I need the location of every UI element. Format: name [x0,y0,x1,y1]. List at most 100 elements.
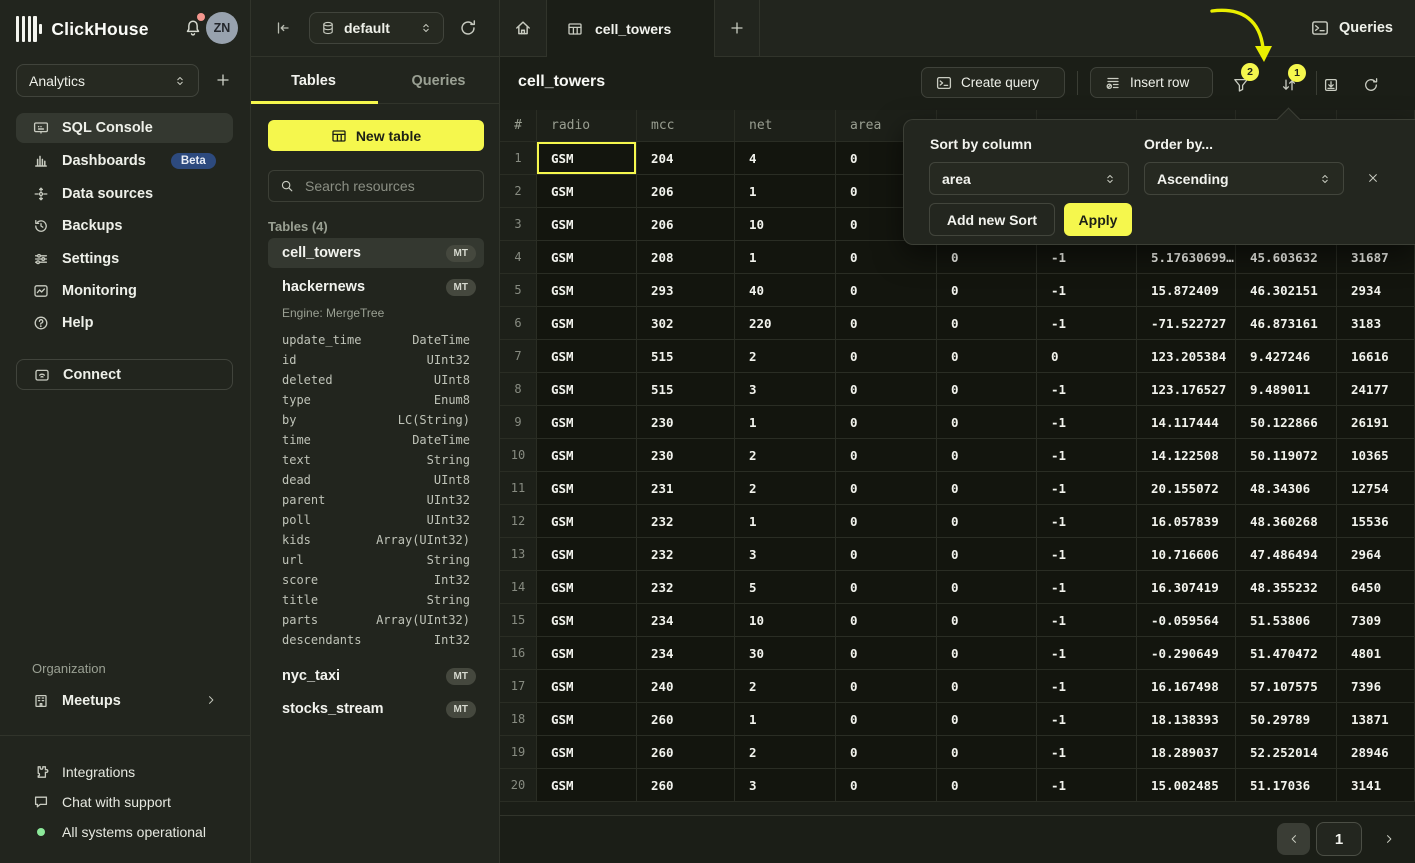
data-cell[interactable]: 1 [735,703,836,736]
sidebar-item-monitoring[interactable]: Monitoring [16,276,233,306]
tab-queries[interactable]: Queries [411,72,466,89]
grid-header-cell[interactable]: radio [537,110,637,142]
table-item-stocks-stream[interactable]: stocks_stream MT [268,694,484,724]
data-cell[interactable]: 57.107575 [1236,670,1337,703]
data-cell[interactable]: 0 [937,439,1037,472]
data-cell[interactable]: 0 [937,769,1037,802]
data-cell[interactable]: -1 [1037,670,1137,703]
data-cell[interactable]: 30 [735,637,836,670]
download-button[interactable] [1318,72,1344,98]
remove-sort-button[interactable] [1362,167,1384,189]
data-cell[interactable]: GSM [537,736,637,769]
data-cell[interactable]: 50.29789 [1236,703,1337,736]
data-cell[interactable]: 3141 [1337,769,1415,802]
data-cell[interactable]: 14.122508 [1137,439,1236,472]
data-cell[interactable]: 50.122866 [1236,406,1337,439]
data-cell[interactable]: 10 [735,604,836,637]
data-cell[interactable]: 40 [735,274,836,307]
data-cell[interactable]: GSM [537,571,637,604]
sidebar-item-sql-console[interactable]: SQL Console [16,113,233,143]
data-cell[interactable]: 18.138393 [1137,703,1236,736]
data-cell[interactable]: 0 [836,769,937,802]
data-cell[interactable]: 231 [637,472,735,505]
notifications-bell-icon[interactable] [184,19,202,37]
avatar[interactable]: ZN [206,12,238,44]
next-page-button[interactable] [1377,827,1401,851]
data-cell[interactable]: 16.057839 [1137,505,1236,538]
data-cell[interactable]: GSM [537,769,637,802]
data-cell[interactable]: 0 [1037,340,1137,373]
data-cell[interactable]: GSM [537,637,637,670]
table-item-cell-towers[interactable]: cell_towers MT [268,238,484,268]
data-cell[interactable]: -1 [1037,406,1137,439]
data-cell[interactable]: 0 [937,736,1037,769]
data-cell[interactable]: 0 [937,241,1037,274]
apply-sort-button[interactable]: Apply [1064,203,1132,236]
data-cell[interactable]: 3183 [1337,307,1415,340]
database-select[interactable]: default [309,12,444,44]
data-cell[interactable]: 0 [836,340,937,373]
sidebar-item-help[interactable]: Help [16,308,233,338]
data-cell[interactable]: 230 [637,406,735,439]
data-cell[interactable]: 3 [735,373,836,406]
data-cell[interactable]: 2 [735,736,836,769]
data-cell[interactable]: 0 [836,538,937,571]
connect-button[interactable]: Connect [16,359,233,390]
data-cell[interactable]: 3 [735,538,836,571]
data-cell[interactable]: GSM [537,373,637,406]
data-cell[interactable]: 0 [937,505,1037,538]
data-cell[interactable]: 50.119072 [1236,439,1337,472]
data-cell[interactable]: -1 [1037,274,1137,307]
data-cell[interactable]: 234 [637,637,735,670]
sidebar-item-settings[interactable]: Settings [16,244,233,274]
data-cell[interactable]: 14.117444 [1137,406,1236,439]
data-cell[interactable]: 9.427246 [1236,340,1337,373]
data-cell[interactable]: 10.716606 [1137,538,1236,571]
data-cell[interactable]: 1 [735,505,836,538]
data-cell[interactable]: 515 [637,340,735,373]
refresh-database-icon[interactable] [459,19,477,37]
add-workspace-button[interactable] [211,68,235,92]
data-cell[interactable]: GSM [537,604,637,637]
data-cell[interactable]: 0 [937,472,1037,505]
current-page[interactable]: 1 [1316,822,1362,856]
data-cell[interactable]: -1 [1037,505,1137,538]
data-cell[interactable]: GSM [537,472,637,505]
data-cell[interactable]: 0 [836,439,937,472]
data-cell[interactable]: 10 [735,208,836,241]
insert-row-button[interactable]: Insert row [1090,67,1213,98]
refresh-table-button[interactable] [1358,72,1384,98]
data-cell[interactable]: -0.290649 [1137,637,1236,670]
create-query-button[interactable]: Create query [921,67,1065,98]
data-cell[interactable]: 232 [637,538,735,571]
data-cell[interactable]: 1 [735,406,836,439]
data-cell[interactable]: 2964 [1337,538,1415,571]
footer-item-all-systems-operational[interactable]: All systems operational [16,817,236,847]
data-cell[interactable]: 26191 [1337,406,1415,439]
data-cell[interactable]: 0 [836,307,937,340]
data-cell[interactable]: 0 [836,274,937,307]
data-cell[interactable]: 2934 [1337,274,1415,307]
data-cell[interactable]: 9.489011 [1236,373,1337,406]
sort-button[interactable] [1276,72,1302,98]
grid-header-cell[interactable]: mcc [637,110,735,142]
data-cell[interactable]: 230 [637,439,735,472]
data-cell[interactable]: 0 [836,604,937,637]
data-cell[interactable]: 48.355232 [1236,571,1337,604]
data-cell[interactable]: 46.873161 [1236,307,1337,340]
data-cell[interactable]: 47.486494 [1236,538,1337,571]
data-cell[interactable]: 16616 [1337,340,1415,373]
home-tab-button[interactable] [500,0,547,56]
data-cell[interactable]: 7309 [1337,604,1415,637]
data-cell[interactable]: 3 [735,769,836,802]
data-cell[interactable]: 0 [836,241,937,274]
data-cell[interactable]: 2 [735,340,836,373]
data-cell[interactable]: 5 [735,571,836,604]
data-cell[interactable]: 52.252014 [1236,736,1337,769]
data-cell[interactable]: -1 [1037,538,1137,571]
data-cell[interactable]: 31687 [1337,241,1415,274]
data-cell[interactable]: GSM [537,505,637,538]
data-cell[interactable]: 260 [637,736,735,769]
data-cell[interactable]: 206 [637,175,735,208]
data-cell[interactable]: -1 [1037,703,1137,736]
